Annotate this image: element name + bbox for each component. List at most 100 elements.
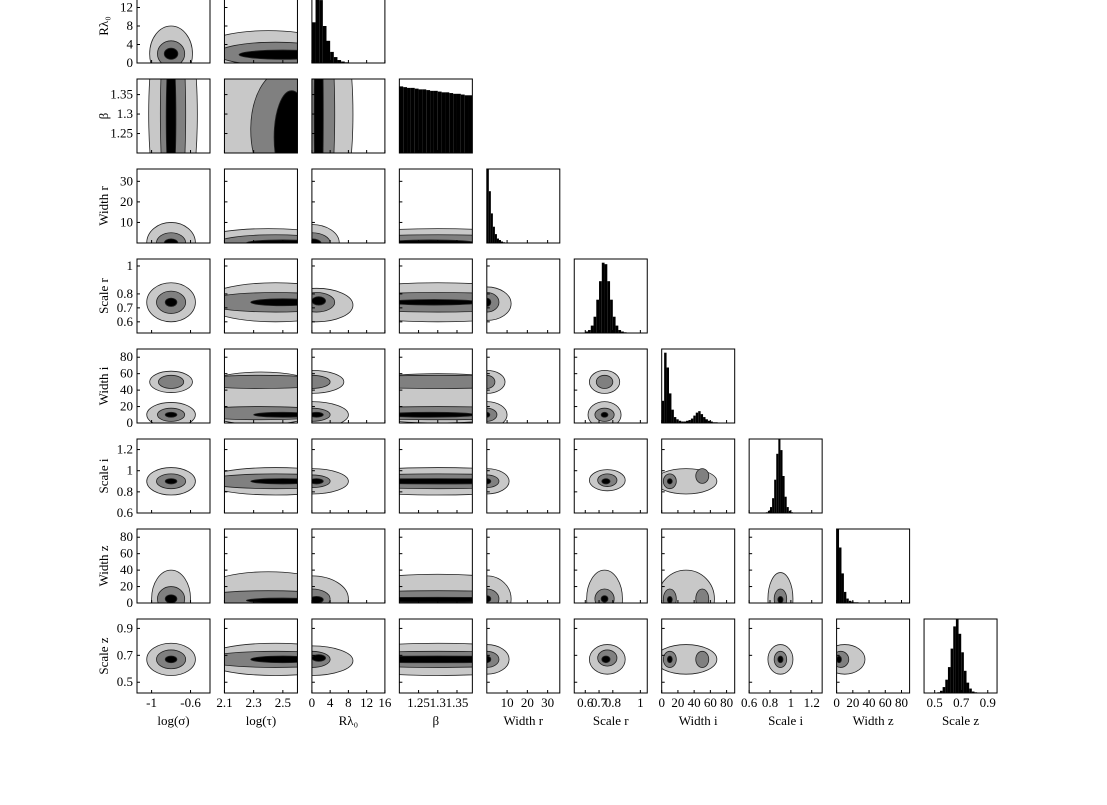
panel-frame — [136, 438, 211, 514]
y-tick-label: 1.2 — [117, 442, 133, 457]
panel-frame — [223, 168, 298, 244]
panel-frame — [136, 618, 211, 694]
y-tick-label: 60 — [120, 366, 133, 381]
histogram-bar — [330, 51, 334, 63]
histogram-bar — [441, 92, 446, 153]
panel-frame — [486, 348, 561, 424]
contour — [666, 596, 673, 603]
contour — [245, 239, 298, 243]
y-tick-label: 40 — [120, 562, 133, 577]
histogram-bar — [703, 417, 706, 423]
panel — [586, 569, 623, 603]
histogram-bar — [341, 61, 345, 63]
panel-frame — [398, 78, 473, 154]
panel — [224, 228, 298, 243]
y-axis-label: Scale z — [96, 637, 111, 674]
contour — [238, 49, 298, 60]
panel — [149, 25, 193, 63]
histogram-bar — [780, 450, 783, 513]
histogram-bar — [618, 330, 622, 333]
contour — [695, 588, 710, 603]
x-tick-label: 30 — [541, 695, 554, 710]
histogram-bar — [621, 331, 624, 333]
y-tick-label: 0.8 — [117, 286, 133, 301]
histogram-bar — [778, 439, 781, 513]
panel — [585, 262, 627, 333]
histogram-bar — [950, 648, 954, 693]
y-tick-label: 0 — [127, 55, 134, 70]
histogram-bar — [585, 331, 589, 333]
histogram-bar — [468, 95, 473, 153]
histogram-bar — [414, 88, 419, 153]
histogram-bar — [776, 453, 779, 513]
panel-frame — [398, 258, 473, 334]
y-tick-label: 60 — [120, 546, 133, 561]
x-tick-label: 20 — [521, 695, 534, 710]
histogram-bar — [498, 240, 501, 243]
histogram-bar — [460, 94, 465, 153]
panel-frame — [661, 348, 736, 424]
panel — [146, 282, 196, 323]
histogram-bar — [690, 418, 694, 423]
x-tick-label: 2.5 — [275, 695, 291, 710]
y-tick-label: 20 — [120, 194, 133, 209]
histogram-bar — [315, 0, 320, 63]
x-tick-label: 10 — [501, 695, 514, 710]
histogram-bar — [695, 412, 699, 423]
histogram-bar — [407, 87, 411, 153]
panel-frame — [486, 258, 561, 334]
histogram-bar — [969, 688, 972, 693]
contour — [486, 374, 496, 389]
contour — [777, 655, 784, 664]
panel — [224, 282, 298, 323]
panel — [224, 571, 298, 603]
y-tick-label: 1.3 — [117, 106, 133, 121]
y-tick-label: 30 — [120, 173, 133, 188]
contour — [399, 411, 473, 418]
x-tick-label: 60 — [879, 695, 892, 710]
y-tick-label: 0.7 — [117, 647, 134, 662]
histogram-bar — [705, 419, 708, 423]
y-tick-label: 12 — [120, 0, 133, 15]
histogram-bar — [673, 417, 677, 423]
histogram-bar — [333, 57, 338, 63]
histogram-bar — [464, 95, 469, 153]
x-tick-label: 0.7 — [953, 695, 970, 710]
x-tick-label: 16 — [378, 695, 392, 710]
contour — [595, 374, 614, 389]
panel — [589, 469, 626, 492]
panel — [311, 575, 349, 603]
panel-frame — [573, 618, 648, 694]
histogram-bar — [612, 316, 616, 333]
histogram-bar — [588, 330, 591, 333]
panel — [224, 30, 298, 63]
y-tick-label: 0.7 — [117, 300, 134, 315]
contour — [600, 411, 609, 418]
panel-frame — [661, 528, 736, 604]
contour — [601, 478, 611, 485]
histogram-bar — [686, 420, 689, 423]
contour — [773, 588, 788, 603]
panel — [146, 467, 196, 496]
y-tick-label: 10 — [120, 214, 133, 229]
histogram-bar — [453, 93, 457, 153]
y-axis-label: Scale r — [96, 277, 111, 313]
contour — [311, 654, 326, 662]
panel-frame — [398, 618, 473, 694]
panel — [399, 228, 473, 243]
panel-frame — [661, 438, 736, 514]
panel-frame — [136, 348, 211, 424]
x-tick-label: 80 — [895, 695, 908, 710]
histogram-bar — [669, 393, 672, 423]
contour — [836, 650, 850, 668]
histogram-bar — [678, 420, 682, 423]
histogram-bar — [693, 415, 696, 423]
panel — [767, 572, 794, 603]
contour — [600, 595, 609, 603]
histogram-bar — [843, 591, 847, 603]
contour — [311, 296, 326, 306]
contour — [164, 478, 178, 485]
panel-frame — [136, 258, 211, 334]
contour — [695, 650, 710, 668]
histogram-bar — [486, 169, 489, 243]
